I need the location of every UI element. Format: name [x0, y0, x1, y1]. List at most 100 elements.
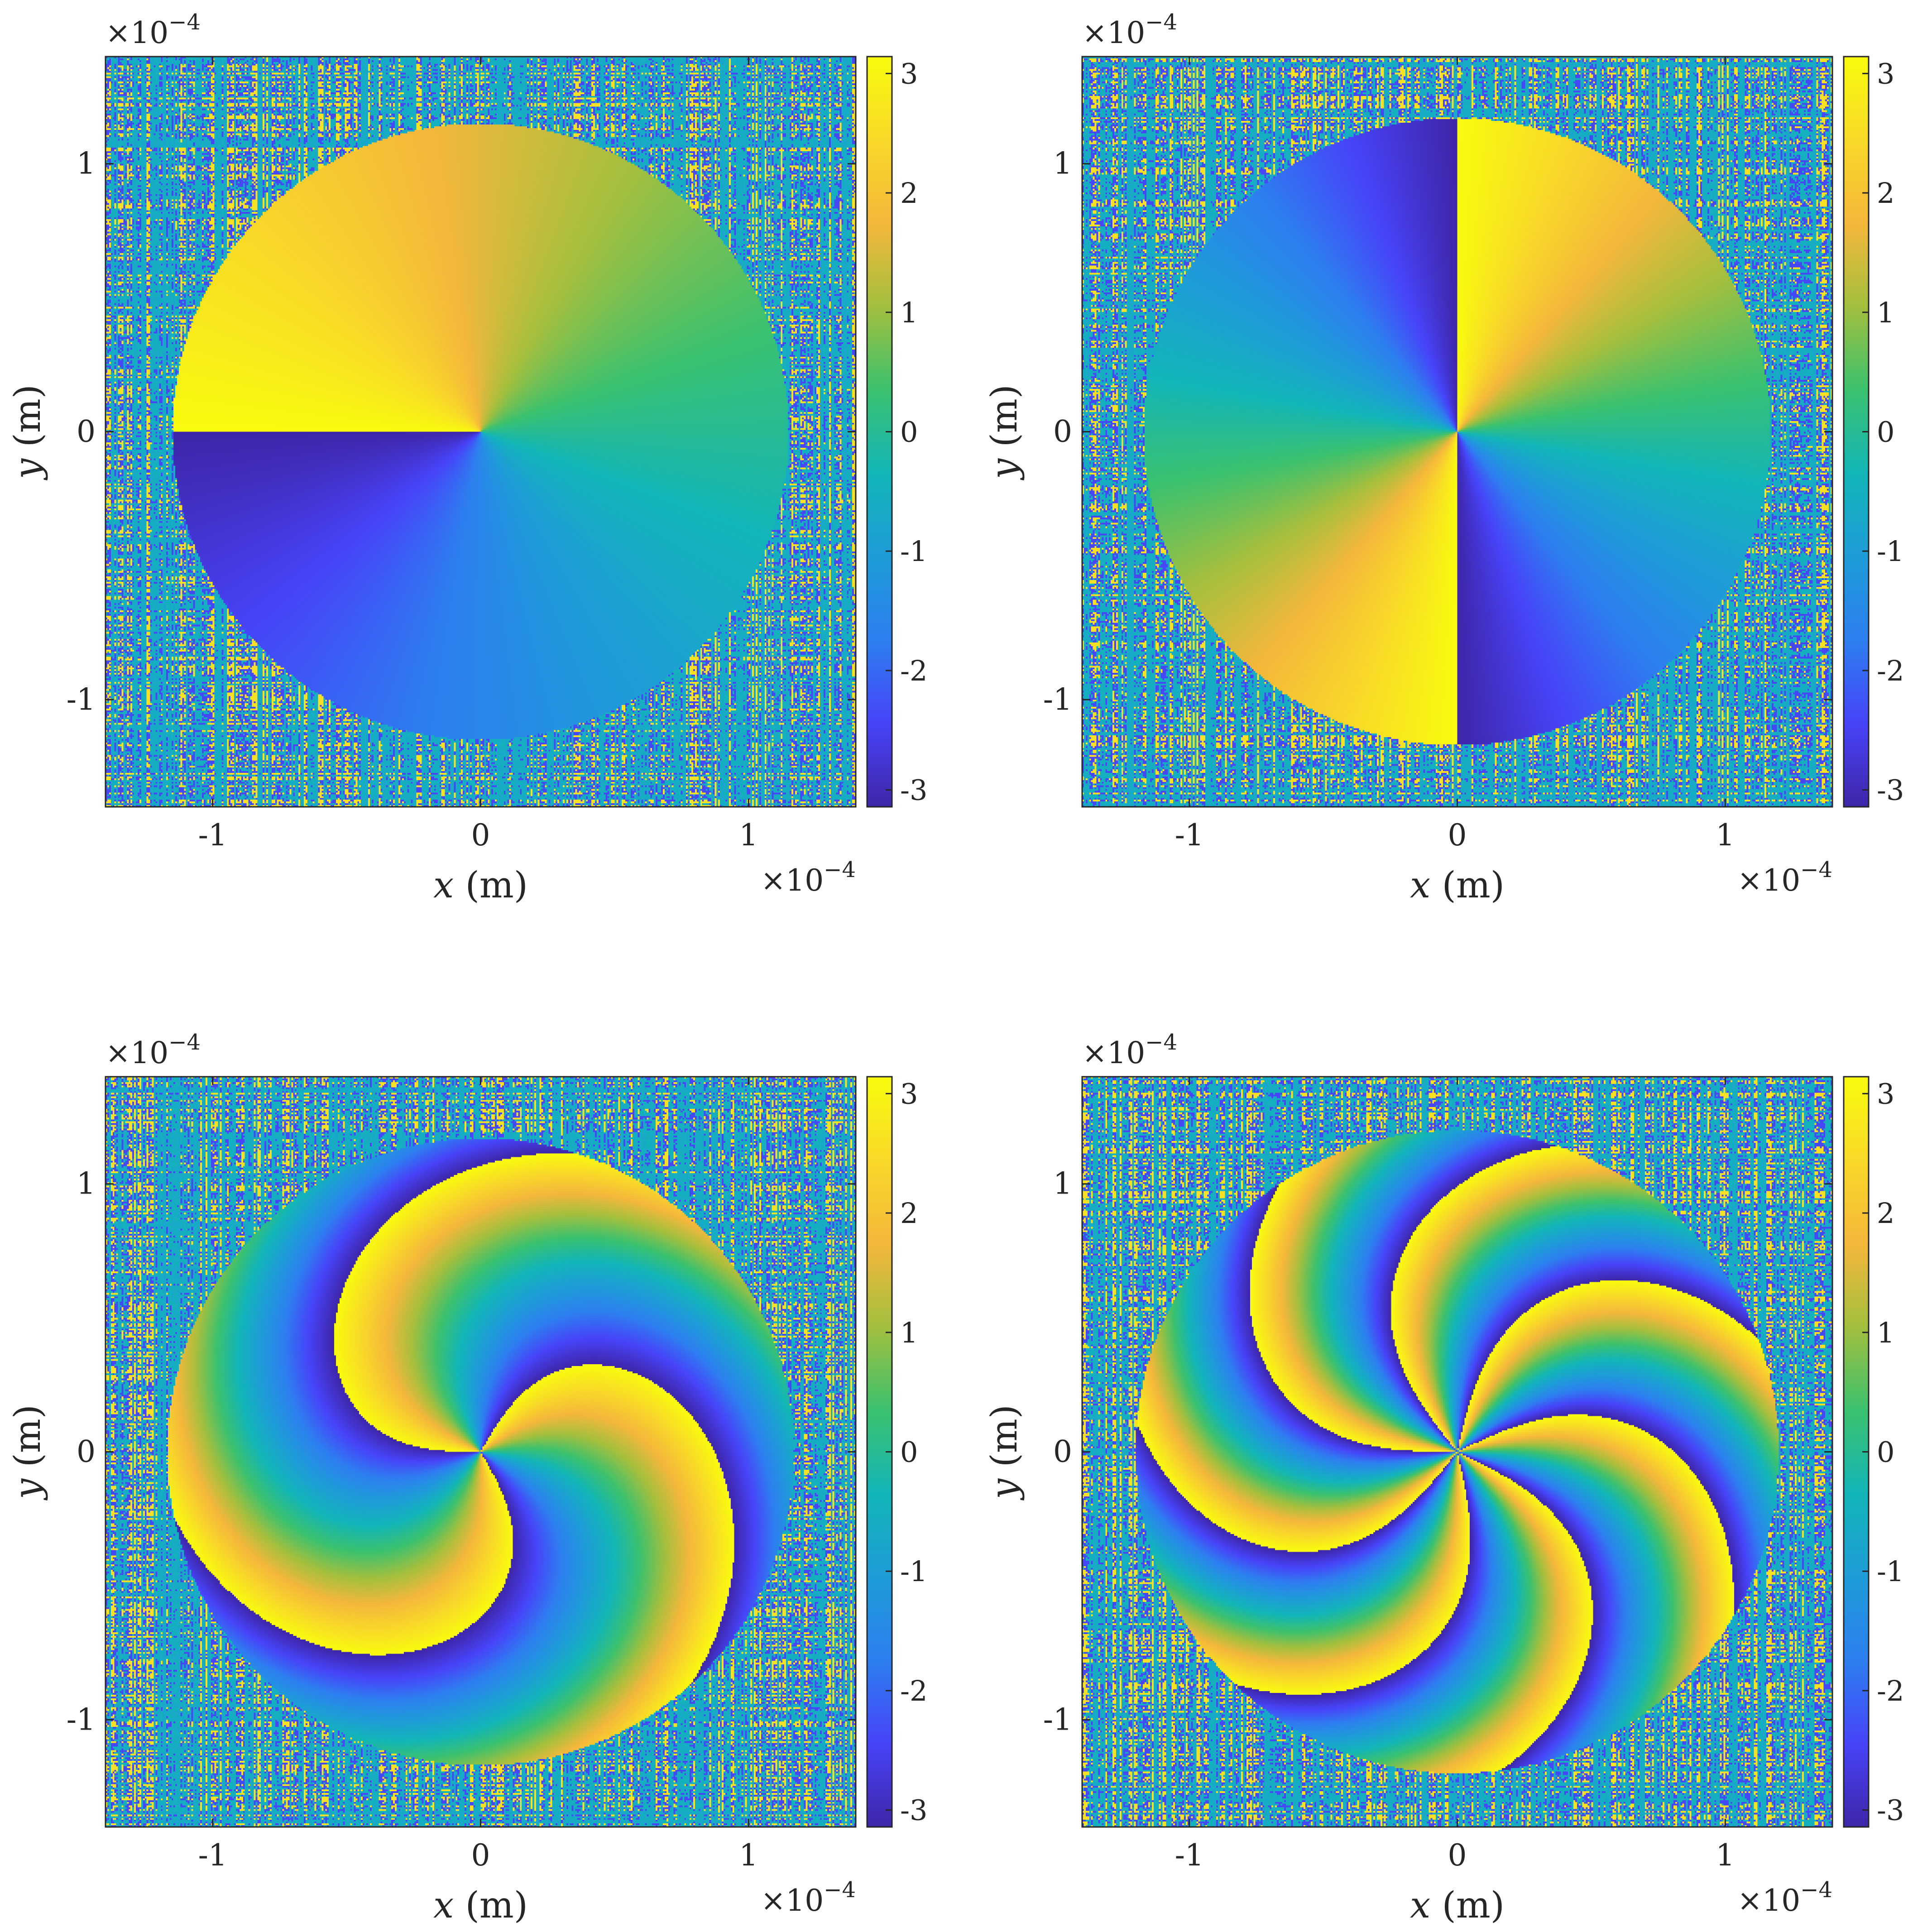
x-tick-label: -1: [1175, 1838, 1204, 1873]
y-tick-label: 0: [1053, 414, 1072, 449]
y-exponent-power: −4: [168, 1030, 201, 1055]
colorbar-tick-label: 3: [900, 57, 918, 90]
y-axis-unit: (m): [6, 1405, 48, 1479]
colorbar-tick-label: 3: [1877, 1077, 1894, 1110]
y-exponent-base: ×10: [105, 15, 168, 50]
x-tick-label: -1: [198, 1838, 227, 1873]
y-axis-unit: (m): [983, 1405, 1025, 1479]
y-tick-label: -1: [67, 682, 96, 717]
y-exponent-label: ×10−4: [105, 1030, 201, 1070]
colorbar-tick-label: 2: [900, 1197, 918, 1230]
x-exponent-label: ×10−4: [1737, 857, 1832, 898]
colorbar: 3 2 1 0 -1 -2 -3: [866, 56, 927, 808]
y-exponent-power: −4: [168, 10, 201, 35]
x-axis-variable: x: [433, 864, 454, 906]
y-exponent-label: ×10−4: [105, 10, 201, 50]
y-axis-variable: y: [6, 1478, 48, 1501]
colorbar-tick-label: 0: [1877, 416, 1894, 449]
x-tick-label: 1: [739, 1838, 758, 1873]
x-exponent-label: ×10−4: [761, 857, 856, 898]
x-axis-variable: x: [1410, 1884, 1430, 1926]
colorbar-tick-label: -3: [1877, 774, 1904, 807]
x-tick-label: 1: [1716, 818, 1735, 853]
x-exponent-base: ×10: [761, 863, 824, 898]
x-axis-unit: (m): [1430, 1884, 1505, 1926]
y-axis-variable: y: [6, 458, 48, 480]
y-tick-label: -1: [1043, 1702, 1072, 1737]
colorbar-tick-label: 1: [900, 1316, 918, 1349]
y-axis-variable: y: [983, 1478, 1025, 1501]
colorbar-tick-label: -1: [1877, 535, 1904, 568]
x-axis-variable: x: [433, 1884, 454, 1926]
y-tick-label: -1: [67, 1702, 96, 1737]
colorbar-tick-label: -1: [900, 1555, 927, 1588]
colorbar-tick-label: -2: [1877, 1674, 1904, 1707]
colorbar-tick-label: 0: [1877, 1436, 1894, 1469]
x-exponent-base: ×10: [1737, 1883, 1800, 1918]
x-tick-label: 1: [1716, 1838, 1735, 1873]
y-axis-label: y (m): [983, 384, 1025, 480]
x-tick-label: 0: [471, 818, 490, 853]
x-exponent-power: −4: [1800, 857, 1832, 882]
colorbar: 3 2 1 0 -1 -2 -3: [1843, 56, 1904, 808]
x-tick-label: 0: [471, 1838, 490, 1873]
colorbar-tick-label: 3: [900, 1077, 918, 1110]
y-tick-label: 1: [77, 146, 96, 181]
y-axis-unit: (m): [983, 384, 1025, 459]
x-exponent-power: −4: [824, 857, 856, 882]
x-exponent-label: ×10−4: [1737, 1877, 1832, 1918]
colorbar: 3 2 1 0 -1 -2 -3: [1843, 1076, 1904, 1828]
colorbar-tick-label: -3: [1877, 1794, 1904, 1827]
y-exponent-base: ×10: [1082, 15, 1145, 50]
x-axis-label: x (m): [433, 1884, 528, 1926]
colorbar-tick-label: -2: [1877, 654, 1904, 687]
y-tick-label: 1: [1053, 146, 1072, 181]
y-axis-label: y (m): [6, 384, 48, 480]
phase-map-top-left: [105, 57, 856, 807]
colorbar-tick-label: 1: [1877, 296, 1894, 329]
colorbar-tick-label: -1: [900, 535, 927, 568]
x-exponent-label: ×10−4: [761, 1877, 856, 1918]
phase-map-bottom-left: [105, 1077, 856, 1827]
x-tick-label: 1: [739, 818, 758, 853]
x-tick-label: 0: [1448, 1838, 1467, 1873]
colorbar-tick-label: 1: [1877, 1316, 1894, 1349]
y-exponent-base: ×10: [1082, 1036, 1145, 1070]
colorbar-tick-label: -3: [900, 774, 927, 807]
x-exponent-power: −4: [1800, 1877, 1832, 1903]
colorbar-tick-label: 3: [1877, 57, 1894, 90]
colorbar-tick-label: 2: [900, 177, 918, 210]
y-axis-variable: y: [983, 458, 1025, 480]
y-exponent-base: ×10: [105, 1036, 168, 1070]
y-exponent-label: ×10−4: [1082, 1030, 1177, 1070]
phase-map-bottom-right: [1082, 1077, 1832, 1827]
colorbar-tick-label: -1: [1877, 1555, 1904, 1588]
y-exponent-label: ×10−4: [1082, 10, 1177, 50]
x-axis-unit: (m): [1430, 864, 1505, 906]
x-axis-label: x (m): [1410, 1884, 1505, 1926]
x-exponent-base: ×10: [761, 1883, 824, 1918]
colorbar: 3 2 1 0 -1 -2 -3: [866, 1076, 927, 1828]
x-tick-label: -1: [198, 818, 227, 853]
y-tick-label: 0: [1053, 1434, 1072, 1469]
colorbar-tick-label: 2: [1877, 1197, 1894, 1230]
y-axis-label: y (m): [6, 1405, 48, 1501]
colorbar-tick-label: -2: [900, 1674, 927, 1707]
y-tick-label: 0: [77, 414, 96, 449]
phase-map-top-right: [1082, 57, 1832, 807]
x-axis-variable: x: [1410, 864, 1430, 906]
colorbar-tick-label: -3: [900, 1794, 927, 1827]
y-tick-label: -1: [1043, 682, 1072, 717]
colorbar-tick-label: 0: [900, 416, 918, 449]
x-tick-label: -1: [1175, 818, 1204, 853]
colorbar-gradient: [1843, 56, 1870, 808]
x-axis-unit: (m): [454, 1884, 528, 1926]
x-tick-label: 0: [1448, 818, 1467, 853]
y-tick-label: 1: [1053, 1166, 1072, 1201]
y-exponent-power: −4: [1145, 1030, 1177, 1055]
